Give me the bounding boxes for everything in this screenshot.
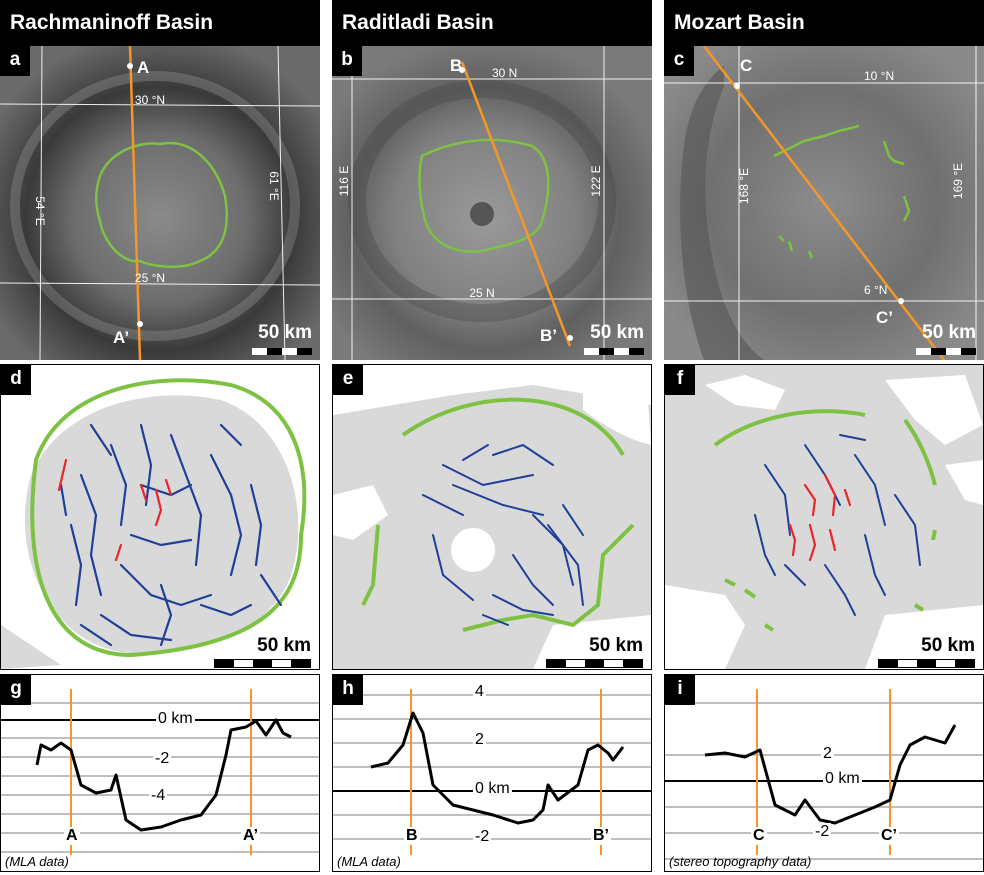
basin-image: 30 N 25 N 116 E 122 E: [332, 46, 652, 360]
lon-label: 169 °E: [951, 163, 965, 199]
elevation-tick-label: 2: [473, 731, 486, 749]
data-source-note: (stereo topography data): [669, 854, 812, 869]
profile-point-label: B: [404, 827, 420, 845]
point-label-bottom: B’: [540, 326, 557, 345]
column-mozart: Mozart Basin c 10 °N 6 °N 168 °E 169 °E: [664, 0, 984, 875]
panel-h-profile: h 4 2 0 km -2 B B’ (MLA data): [332, 674, 652, 872]
lon-label: 122 E: [589, 165, 603, 196]
scale-label: 50 km: [258, 322, 312, 343]
panel-i-profile: i 2 0 km -2 C C’ (stereo topography data…: [664, 674, 984, 872]
elevation-tick-label: -2: [813, 823, 832, 841]
elevation-tick-label: -4: [149, 787, 168, 805]
data-source-note: (MLA data): [337, 854, 401, 869]
elevation-zero-label: 0 km: [156, 710, 195, 728]
panel-c-image: c 10 °N 6 °N 168 °E 169 °E C C’: [664, 46, 984, 360]
elevation-tick-label: -2: [153, 750, 172, 768]
column-rachmaninoff: Rachmaninoff Basin a 30 °N 25 °N 54 °E 6…: [0, 0, 320, 875]
data-source-note: (MLA data): [5, 854, 69, 869]
point-label-bottom: A’: [113, 328, 130, 347]
point-label-top: B: [450, 56, 463, 75]
profile-point-label: A’: [241, 827, 261, 845]
scale-bar: [546, 659, 643, 668]
profile-point-label: C’: [879, 827, 899, 845]
lat-label: 30 °N: [135, 93, 165, 107]
elevation-profile: [665, 689, 983, 860]
basin-image: 10 °N 6 °N 168 °E 169 °E: [664, 46, 984, 360]
panel-e-map: e 50 km: [332, 364, 652, 670]
point-label-top: C: [740, 56, 753, 75]
scale-label: 50 km: [589, 635, 643, 656]
scale-bar: [878, 659, 975, 668]
panel-letter: d: [1, 365, 31, 395]
panel-g-profile: g 0 km -2 -4 A A’ (MLA data): [0, 674, 320, 872]
panel-f-map: f 50 km: [664, 364, 984, 670]
scale-label: 50 km: [922, 322, 976, 343]
lat-label: 10 °N: [864, 69, 894, 83]
elevation-zero-label: 0 km: [473, 780, 512, 798]
lon-label: 54 °E: [33, 196, 47, 225]
panel-letter: g: [1, 675, 31, 705]
scale-bar: [916, 348, 976, 355]
lon-label: 168 °E: [737, 168, 751, 204]
lat-label: 6 °N: [864, 283, 887, 297]
panel-a-image: a 30 °N 25 °N 54 °E 61 °E A A’ 50 km: [0, 46, 320, 360]
column-raditladi: Raditladi Basin b 30 N 25 N 116 E 122 E …: [332, 0, 652, 875]
panel-letter: i: [665, 675, 695, 705]
lon-label: 116 E: [337, 166, 351, 196]
panel-letter: c: [664, 46, 694, 76]
graben-map: [333, 383, 651, 669]
basin-title: Rachmaninoff Basin: [0, 0, 320, 46]
lon-label: 61 °E: [267, 171, 281, 200]
scale-bar: [252, 348, 312, 355]
profile-point-label: C: [751, 827, 767, 845]
elevation-tick-label: -2: [473, 828, 492, 846]
panel-letter: b: [332, 46, 362, 76]
panel-letter: f: [665, 365, 695, 395]
scale-bar: [214, 659, 311, 668]
graben-map: [665, 365, 983, 669]
scale-bar: [584, 348, 644, 355]
lat-label: 25 N: [469, 286, 494, 300]
lat-label: 30 N: [492, 66, 517, 80]
elevation-tick-label: 2: [821, 745, 834, 763]
panel-letter: a: [0, 46, 30, 76]
profile-point-label: B’: [591, 827, 611, 845]
panel-b-image: b 30 N 25 N 116 E 122 E B B’ 50 km: [332, 46, 652, 360]
basin-image: 30 °N 25 °N 54 °E 61 °E: [0, 46, 320, 360]
panel-letter: h: [333, 675, 363, 705]
scale-label: 50 km: [921, 635, 975, 656]
point-label-top: A: [137, 58, 150, 77]
lat-label: 25 °N: [135, 271, 165, 285]
elevation-zero-label: 0 km: [823, 770, 862, 788]
profile-point-label: A: [64, 827, 80, 845]
scale-label: 50 km: [590, 322, 644, 343]
scale-label: 50 km: [257, 635, 311, 656]
basin-title: Raditladi Basin: [332, 0, 652, 46]
point-label-bottom: C’: [876, 308, 893, 327]
elevation-tick-label: 4: [473, 683, 486, 701]
elevation-profile: [1, 689, 319, 855]
panel-letter: e: [333, 365, 363, 395]
basin-title: Mozart Basin: [664, 0, 984, 46]
graben-map: [1, 378, 307, 669]
panel-d-map: d 50 km: [0, 364, 320, 670]
